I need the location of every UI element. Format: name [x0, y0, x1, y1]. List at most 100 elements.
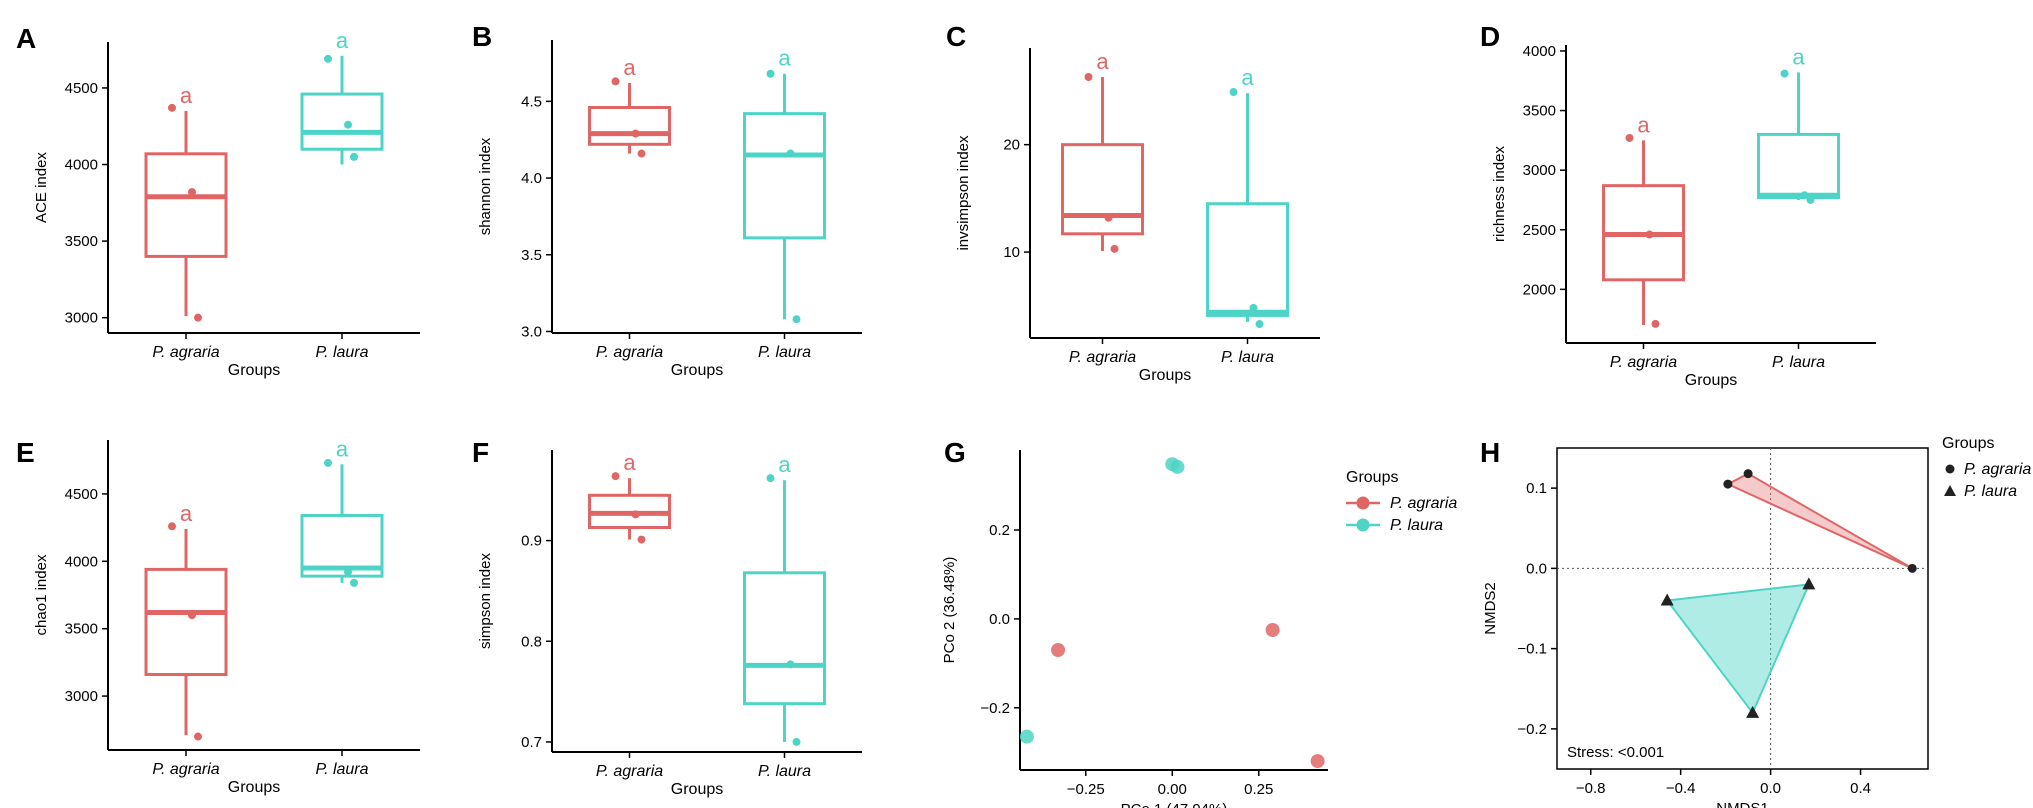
data-point [1310, 754, 1325, 769]
data-point [324, 54, 332, 63]
y-tick-label: 0.1 [1526, 480, 1547, 497]
x-tick-label: −0.25 [1067, 781, 1105, 798]
y-axis-label: simpson index [477, 553, 494, 649]
y-axis-label: PCo 2 (36.48%) [941, 557, 958, 664]
y-tick-label: 0.0 [1526, 560, 1547, 577]
data-point [194, 313, 202, 322]
box-iqr [144, 567, 228, 677]
panel-B: B 3.0 3.5 4.0 4.5 P. agraria P. laura Groups sha… [472, 21, 862, 379]
y-tick-label: 2500 [1523, 222, 1556, 239]
data-point [344, 568, 352, 577]
x-axis-label: Groups [671, 781, 723, 798]
data-point [1265, 623, 1280, 637]
legend: Groups P. agraria P. laura [1346, 469, 1457, 534]
data-point [1084, 73, 1093, 81]
y-tick-label: −0.2 [1517, 721, 1547, 738]
y-tick-label: 0.9 [521, 533, 542, 550]
data-point [194, 732, 202, 741]
legend-marker [1944, 485, 1956, 496]
x-tick-label: −0.8 [1576, 780, 1606, 797]
x-tick-label: P. agraria [1069, 349, 1136, 366]
box-iqr [1061, 143, 1144, 236]
x-axis-label: Groups [228, 362, 280, 379]
significance-letter: a [778, 452, 791, 477]
y-tick-label: 3000 [65, 688, 98, 705]
x-tick-label: 0.25 [1244, 781, 1273, 798]
significance-letter: a [1792, 44, 1805, 69]
y-tick-label: 4.5 [521, 93, 542, 110]
significance-letter: a [1241, 65, 1254, 90]
box-p-agraria: a [144, 501, 228, 741]
data-point [637, 149, 646, 158]
box-p-agraria: a [1061, 49, 1144, 253]
x-tick-label: −0.4 [1666, 780, 1696, 797]
significance-letter: a [1096, 49, 1109, 74]
panel-label: A [16, 23, 36, 54]
y-tick-label: 4000 [65, 157, 98, 174]
y-tick-label: 0.0 [989, 611, 1010, 628]
x-tick-label: P. laura [758, 344, 811, 361]
data-point [1110, 244, 1119, 253]
panel-H: H −0.2 −0.1 0.0 0.1 −0.8 −0.4 0.0 0.4 NMDS1 NMDS2 G… [1480, 435, 2031, 808]
data-point [188, 188, 196, 197]
data-point [792, 737, 801, 746]
data-point [631, 510, 640, 519]
significance-letter: a [180, 83, 193, 108]
panel-E: E 3000 3500 4000 4500 P. agraria P. laura Group… [16, 436, 420, 796]
y-tick-label: 0.8 [521, 633, 542, 650]
x-tick-label: P. agraria [152, 344, 219, 361]
x-tick-label: 0.00 [1158, 781, 1187, 798]
data-point [1806, 195, 1815, 204]
significance-letter: a [180, 501, 193, 526]
x-axis-label: Groups [228, 779, 280, 796]
data-point [350, 578, 358, 587]
data-point [1800, 191, 1809, 200]
panel-label: G [944, 437, 966, 468]
y-tick-label: −0.2 [980, 700, 1010, 717]
data-point [637, 535, 646, 544]
data-point [611, 472, 620, 481]
panel-label: D [1480, 21, 1500, 52]
y-tick-label: 4500 [65, 486, 98, 503]
y-tick-label: 3000 [1523, 162, 1556, 179]
y-tick-label: 3.0 [521, 323, 542, 340]
box-p-laura: a [743, 46, 826, 324]
legend-label: P. agraria [1964, 461, 2031, 478]
panel-label: E [16, 437, 35, 468]
data-point [611, 77, 620, 86]
y-axis-label: NMDS2 [1482, 582, 1499, 635]
plot-frame [1556, 447, 1929, 770]
data-point [1780, 69, 1789, 78]
legend-title: Groups [1346, 469, 1398, 486]
data-point [766, 474, 775, 483]
box-p-laura: a [300, 28, 384, 165]
legend-label: P. laura [1390, 517, 1443, 534]
box-p-agraria: a [144, 83, 228, 322]
panel-C: C 10 20 P. agraria P. laura Groups invsimpson … [946, 21, 1320, 384]
y-tick-label: 3500 [65, 621, 98, 638]
y-axis-label: ACE index [33, 152, 50, 223]
panel-label: B [472, 21, 492, 52]
box-p-laura: a [300, 436, 384, 587]
data-point [786, 149, 795, 158]
stress-annotation: Stress: <0.001 [1567, 744, 1664, 761]
significance-letter: a [623, 55, 636, 80]
y-tick-label: 3.5 [521, 247, 542, 264]
significance-letter: a [778, 46, 791, 71]
data-point [792, 315, 801, 324]
x-tick-label: P. laura [1221, 349, 1274, 366]
data-point [1019, 729, 1034, 744]
x-tick-label: 0.0 [1760, 780, 1781, 797]
box-iqr [588, 105, 671, 146]
data-point [168, 103, 176, 112]
x-tick-label: 0.4 [1850, 780, 1871, 797]
panel-A: A 3000 3500 4000 4500 P. agraria P. laura Group… [16, 23, 420, 379]
y-axis-label: chao1 index [33, 554, 50, 635]
box-p-laura: a [1757, 44, 1840, 204]
legend-marker [1356, 496, 1370, 510]
x-tick-label: P. laura [315, 761, 368, 778]
panel-label: H [1480, 437, 1500, 468]
y-axis-label: richness index [1491, 146, 1508, 242]
legend: Groups P. agraria P. laura [1942, 435, 2031, 500]
y-tick-label: 2000 [1523, 281, 1556, 298]
